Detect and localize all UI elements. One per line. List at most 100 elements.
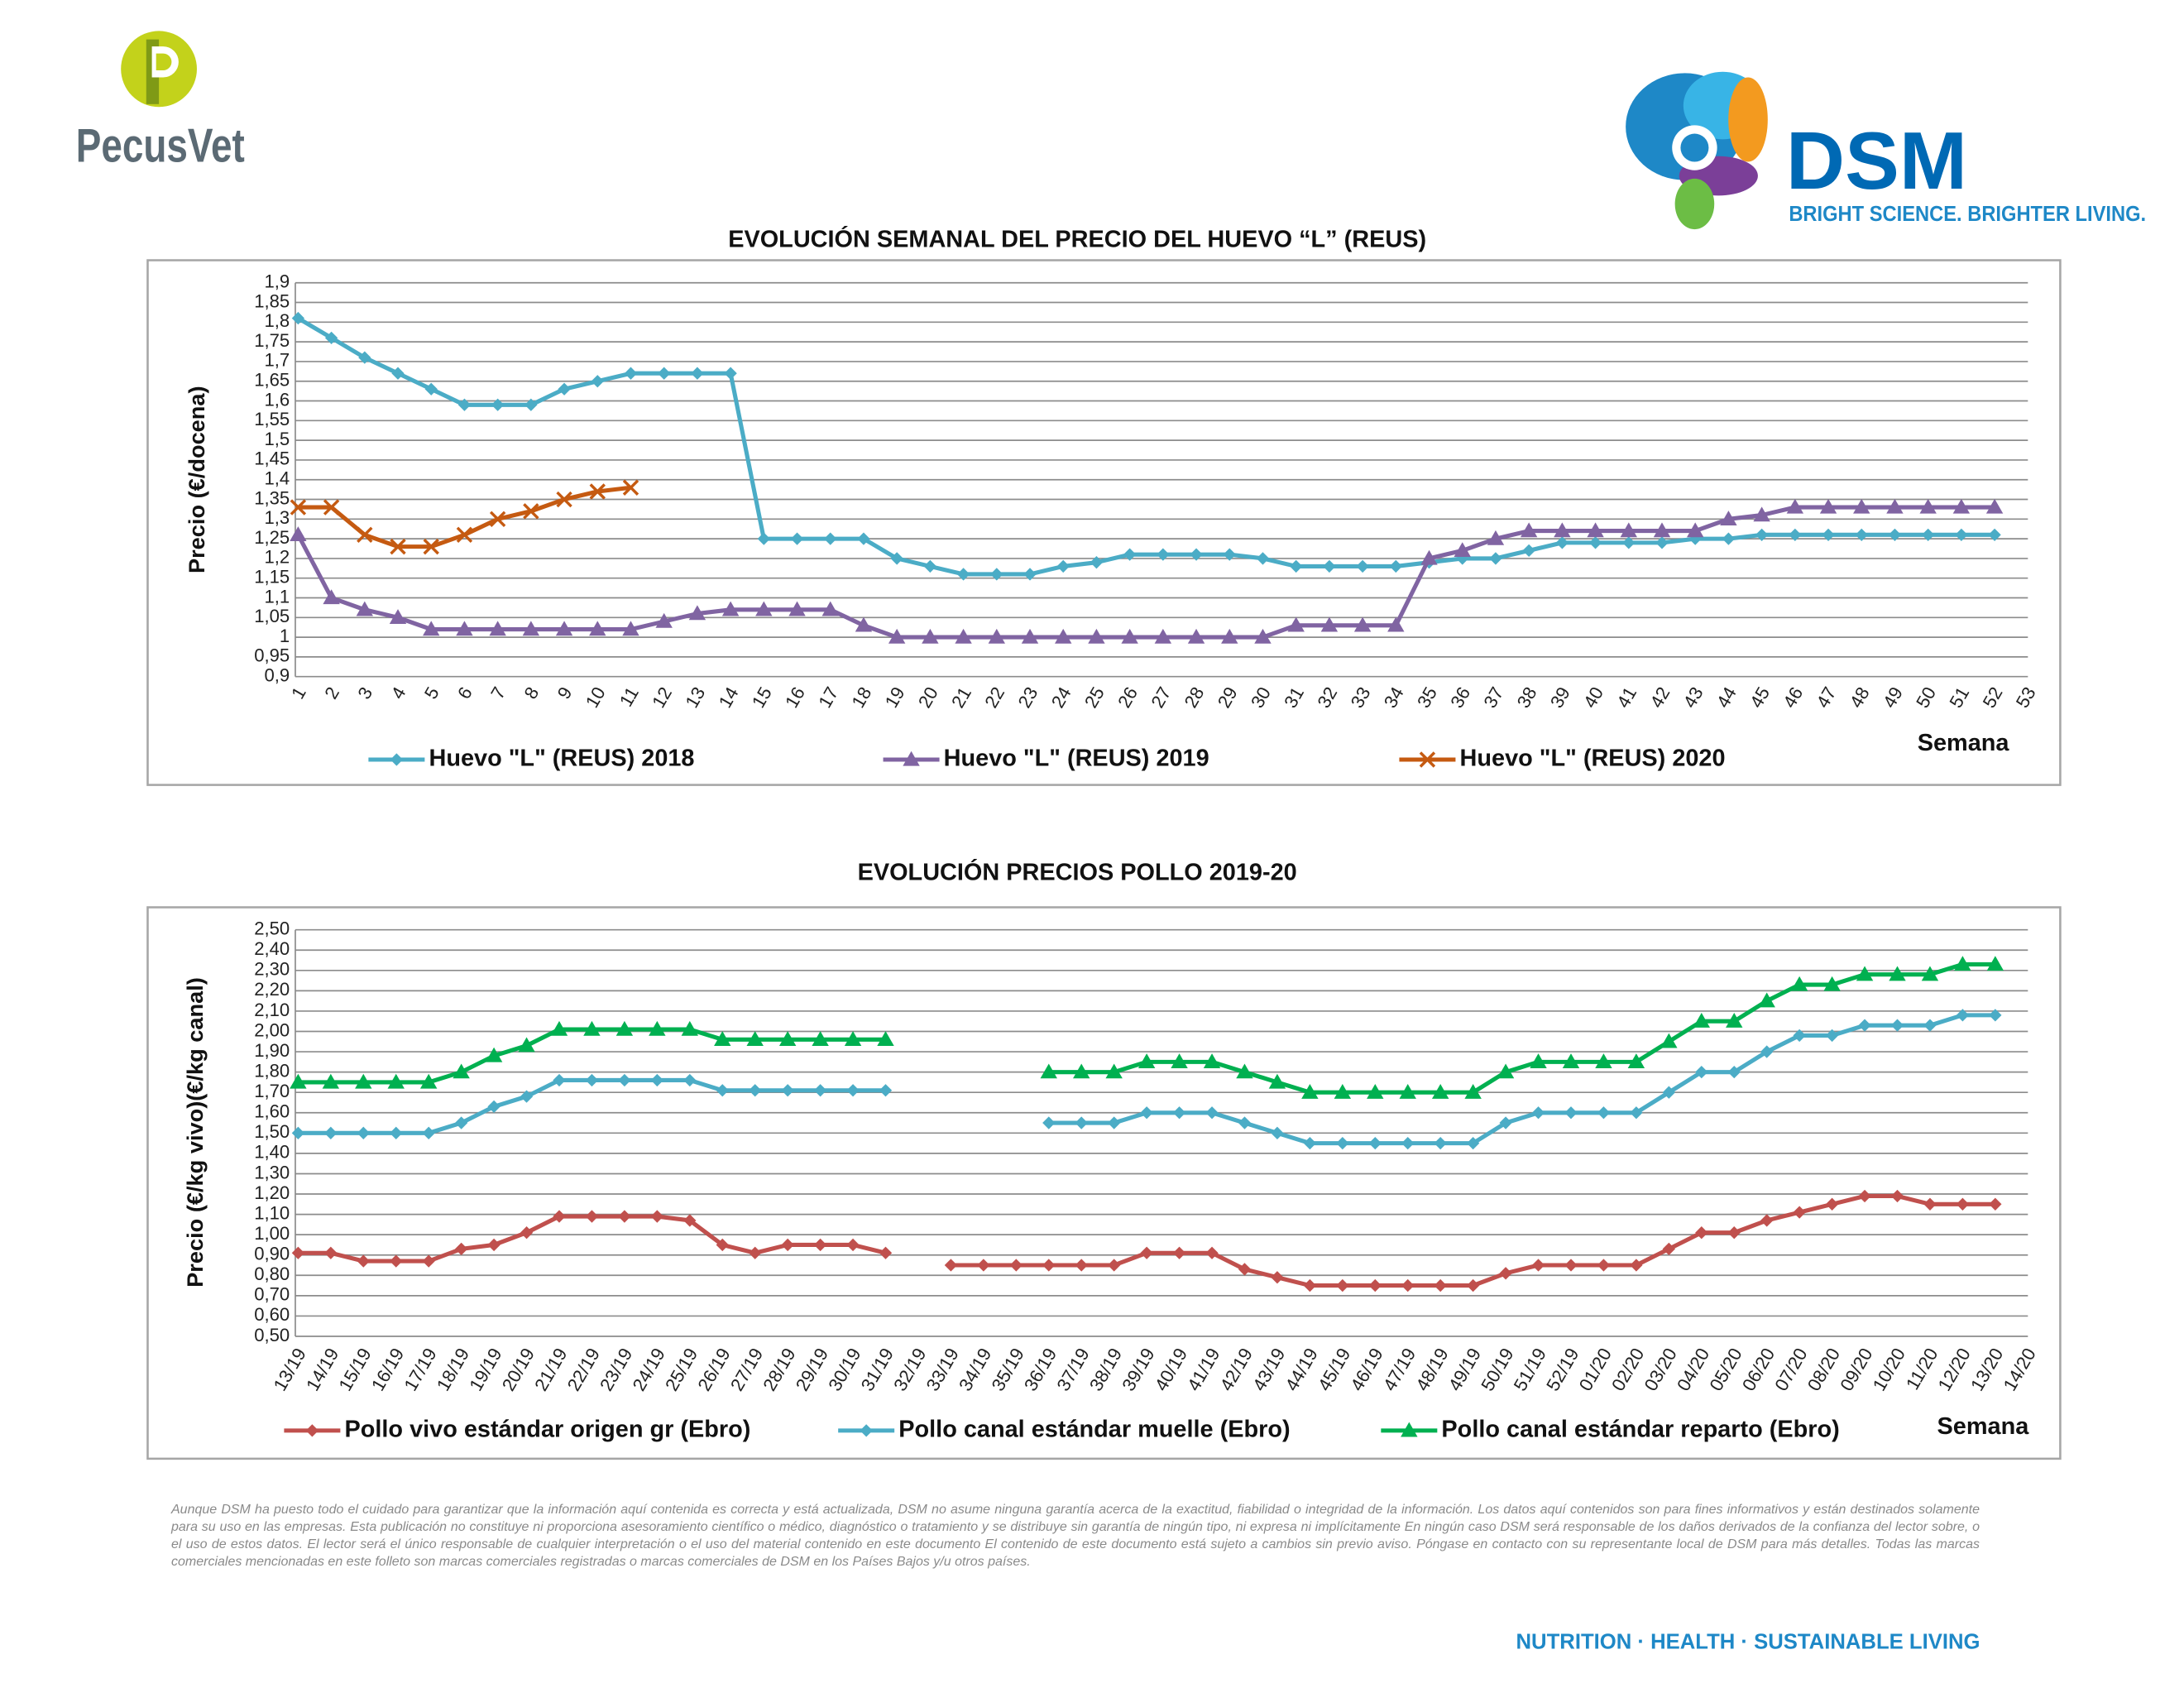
marker-triangle: [746, 1031, 764, 1046]
x-tick-label: 40/19: [1151, 1345, 1191, 1394]
x-tick-label: 2: [320, 683, 343, 703]
series-line: [298, 485, 631, 549]
x-tick-label: 47/19: [1379, 1345, 1420, 1394]
x-tick-label: 51: [1945, 683, 1973, 712]
marker-triangle: [1595, 1053, 1612, 1069]
marker-diamond: [1555, 536, 1569, 549]
marker-diamond: [422, 1254, 435, 1268]
marker-triangle: [1454, 542, 1471, 558]
y-tick-label: 1,3: [264, 507, 290, 528]
marker-triangle: [456, 621, 473, 636]
x-tick-label: 26: [1114, 683, 1142, 712]
x-tick-label: 7: [486, 683, 510, 703]
y-tick-label: 2,30: [254, 959, 290, 980]
marker-triangle: [1487, 530, 1505, 545]
marker-triangle: [1520, 522, 1538, 538]
x-tick-label: 28: [1181, 683, 1209, 712]
x-tick-label: 1: [287, 683, 310, 703]
marker-diamond: [1336, 1136, 1349, 1150]
marker-diamond: [1489, 552, 1502, 565]
x-tick-label: 15/19: [334, 1345, 375, 1394]
marker-diamond: [1989, 1009, 2002, 1022]
marker-triangle: [355, 1073, 372, 1089]
marker-triangle: [1853, 498, 1870, 514]
y-tick-label: 0,9: [264, 665, 290, 686]
marker-triangle: [589, 621, 606, 636]
x-tick-label: 05/20: [1705, 1345, 1746, 1394]
marker-diamond: [1256, 552, 1270, 565]
y-tick-label: 0,95: [254, 645, 290, 666]
y-tick-label: 2,40: [254, 938, 290, 959]
x-tick-label: 27: [1147, 683, 1175, 712]
y-axis-title: Precio (€/docena): [184, 386, 209, 573]
chart-title: EVOLUCIÓN PRECIOS POLLO 2019-20: [858, 857, 1297, 885]
marker-triangle: [844, 1031, 862, 1046]
marker-diamond: [291, 1126, 305, 1139]
marker-diamond: [1042, 1116, 1056, 1129]
marker-diamond: [1466, 1136, 1480, 1150]
marker-triangle: [1954, 956, 1971, 971]
marker-triangle: [1753, 506, 1770, 522]
marker-diamond: [1588, 536, 1602, 549]
x-tick-label: 04/20: [1673, 1345, 1713, 1394]
y-tick-label: 1,7: [264, 350, 290, 371]
y-tick-label: 0,70: [254, 1284, 290, 1305]
marker-triangle: [1221, 628, 1238, 644]
marker-diamond: [1389, 559, 1402, 573]
marker-triangle: [1254, 628, 1272, 644]
x-tick-label: 30: [1247, 683, 1275, 712]
x-tick-label: 31: [1280, 683, 1308, 712]
x-tick-label: 52/19: [1542, 1345, 1583, 1394]
y-tick-label: 2,50: [254, 918, 290, 939]
marker-diamond: [1760, 1045, 1774, 1058]
marker-triangle: [1660, 1033, 1678, 1048]
x-tick-label: 48/19: [1411, 1345, 1452, 1394]
marker-diamond: [1793, 1206, 1806, 1219]
marker-diamond: [390, 1126, 403, 1139]
x-tick-label: 38/19: [1085, 1345, 1126, 1394]
x-tick-label: 9: [553, 683, 577, 703]
marker-diamond: [424, 382, 438, 396]
marker-diamond: [1727, 1065, 1741, 1079]
marker-triangle: [1464, 1084, 1482, 1099]
marker-triangle: [988, 628, 1005, 644]
x-tick-label: 21/19: [530, 1345, 571, 1394]
x-tick-label: 51/19: [1510, 1345, 1550, 1394]
marker-triangle: [1720, 511, 1737, 525]
marker-diamond: [1336, 1278, 1349, 1292]
marker-triangle: [1399, 1084, 1416, 1099]
marker-triangle: [322, 1073, 340, 1089]
y-tick-label: 1,75: [254, 330, 290, 351]
marker-triangle: [1758, 992, 1775, 1008]
y-tick-label: 1,6: [264, 389, 290, 410]
marker-triangle: [1055, 628, 1072, 644]
x-tick-label: 15: [748, 683, 776, 712]
marker-triangle: [855, 616, 873, 632]
marker-triangle: [655, 612, 673, 628]
marker-triangle: [1790, 976, 1808, 991]
marker-diamond: [524, 398, 538, 411]
marker-diamond: [1695, 1065, 1708, 1079]
marker-diamond: [1727, 1226, 1741, 1240]
y-tick-label: 1,20: [254, 1182, 290, 1203]
chart-frame: [146, 906, 2062, 1460]
marker-triangle: [1726, 1013, 1743, 1028]
x-tick-label: 42/19: [1216, 1345, 1257, 1394]
marker-triangle: [1562, 1053, 1580, 1069]
series-line: [296, 505, 1995, 640]
x-tick-label: 29/19: [792, 1345, 832, 1394]
marker-diamond: [618, 1073, 631, 1087]
marker-triangle: [485, 1047, 503, 1062]
marker-diamond: [757, 532, 770, 545]
marker-diamond: [1368, 1136, 1382, 1150]
marker-diamond: [1956, 1197, 1970, 1211]
marker-triangle: [290, 526, 307, 542]
x-axis-title: Semana: [1937, 1413, 2030, 1440]
legend-label: Pollo vivo estándar origen gr (Ebro): [344, 1416, 750, 1442]
marker-triangle: [1889, 966, 1906, 981]
legend-label: Pollo canal estándar muelle (Ebro): [898, 1416, 1290, 1442]
x-tick-label: 6: [453, 683, 477, 703]
marker-triangle: [323, 589, 340, 605]
x-tick-label: 10/20: [1869, 1345, 1909, 1394]
